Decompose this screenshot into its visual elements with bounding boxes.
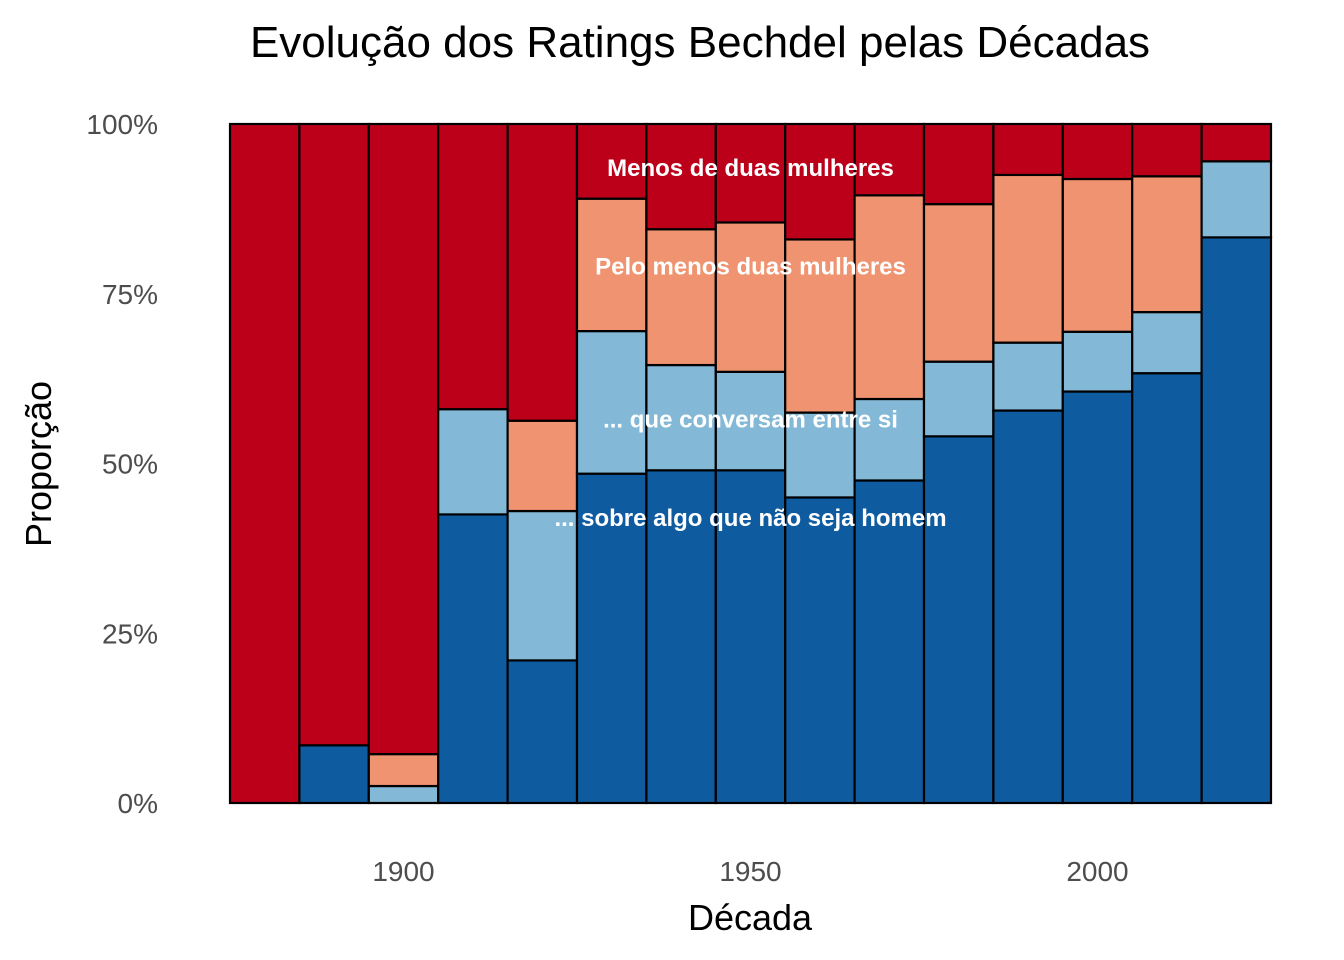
bar-segment-s3-2010 [1131, 372, 1203, 805]
bar-segment-s3-1970 [853, 479, 926, 805]
bar-segment-s1-1950 [714, 221, 787, 373]
bar-segment-s1-1920 [506, 419, 579, 513]
bar-segment-s0-2020 [1200, 122, 1273, 163]
bar-segment-s0-1890 [298, 122, 370, 747]
bar-segment-s2-1990 [992, 341, 1064, 412]
bar-segment-s1-2010 [1131, 175, 1203, 314]
bar-segment-s0-1950 [714, 122, 787, 224]
annotations: Menos de duas mulheres Pelo menos duas mu… [554, 155, 946, 532]
bar-segment-s0-1920 [506, 122, 579, 422]
bar-segment-s0-1880 [228, 122, 301, 805]
bar-segment-s0-1910 [437, 122, 509, 411]
bar-segment-s2-1910 [437, 408, 509, 516]
bar-segment-s2-1940 [645, 363, 717, 472]
y-tick-label: 100% [86, 109, 158, 140]
y-tick-label: 25% [102, 618, 158, 649]
bar-segment-s0-1930 [575, 122, 648, 200]
bar-segment-s0-2000 [1061, 122, 1134, 181]
bar-segment-s0-1940 [645, 122, 717, 231]
bar-segment-s3-1890 [298, 744, 370, 805]
bar-segment-s3-1910 [437, 513, 509, 805]
bar-segment-s0-2010 [1131, 122, 1203, 178]
bar-segment-s1-1940 [645, 228, 717, 367]
bar-segment-s3-2000 [1061, 390, 1134, 805]
bar-segment-s2-1950 [714, 370, 787, 472]
annotation-label: Menos de duas mulheres [607, 155, 894, 182]
bar-segment-s0-1900 [367, 122, 440, 756]
bar-segment-s2-1900 [367, 784, 440, 805]
y-axis-title: Proporção [18, 381, 59, 547]
bar-segment-s3-2020 [1200, 236, 1273, 805]
y-tick-label: 75% [102, 279, 158, 310]
bar-segment-s0-1960 [784, 122, 856, 241]
bar-segment-s1-1930 [575, 197, 648, 333]
bar-segment-s2-1980 [922, 360, 995, 438]
bar-segment-s3-1920 [506, 659, 579, 805]
bar-segment-s1-1980 [922, 203, 995, 363]
bar-segment-s1-2000 [1061, 177, 1134, 333]
bar-segment-s1-1900 [367, 753, 440, 788]
x-axis-title: Década [688, 897, 813, 938]
x-tick-label: 2000 [1066, 856, 1128, 887]
bar-segment-s1-1990 [992, 173, 1064, 344]
bar-segment-s2-2020 [1200, 160, 1273, 239]
bar-segment-s2-2010 [1131, 310, 1203, 375]
bars [228, 122, 1273, 805]
bar-segment-s3-1930 [575, 472, 648, 805]
annotation-label: Pelo menos duas mulheres [595, 254, 906, 281]
y-axis: 0% 25% 50% 75% 100% [86, 109, 158, 819]
bar-segment-s2-1960 [784, 411, 856, 499]
bar-segment-s2-1930 [575, 329, 648, 475]
annotation-label: ... sobre algo que não seja homem [554, 505, 946, 532]
bar-segment-s2-1920 [506, 509, 579, 662]
bar-segment-s3-1980 [922, 435, 995, 805]
bar-segment-s0-1980 [922, 122, 995, 206]
x-tick-label: 1950 [719, 856, 781, 887]
bar-segment-s3-1950 [714, 469, 787, 805]
annotation-label: ... que conversam entre si [603, 406, 898, 433]
bar-segment-s3-1990 [992, 409, 1064, 805]
bar-segment-s3-1960 [784, 496, 856, 805]
bar-segment-s2-2000 [1061, 330, 1134, 393]
y-tick-label: 0% [118, 788, 158, 819]
y-tick-label: 50% [102, 449, 158, 480]
bar-segment-s0-1990 [992, 122, 1064, 177]
x-tick-label: 1900 [372, 856, 434, 887]
bar-segment-s1-1970 [853, 194, 926, 401]
x-axis: 1900 1950 2000 [372, 856, 1128, 887]
chart-title: Evolução dos Ratings Bechdel pelas Décad… [250, 18, 1150, 67]
